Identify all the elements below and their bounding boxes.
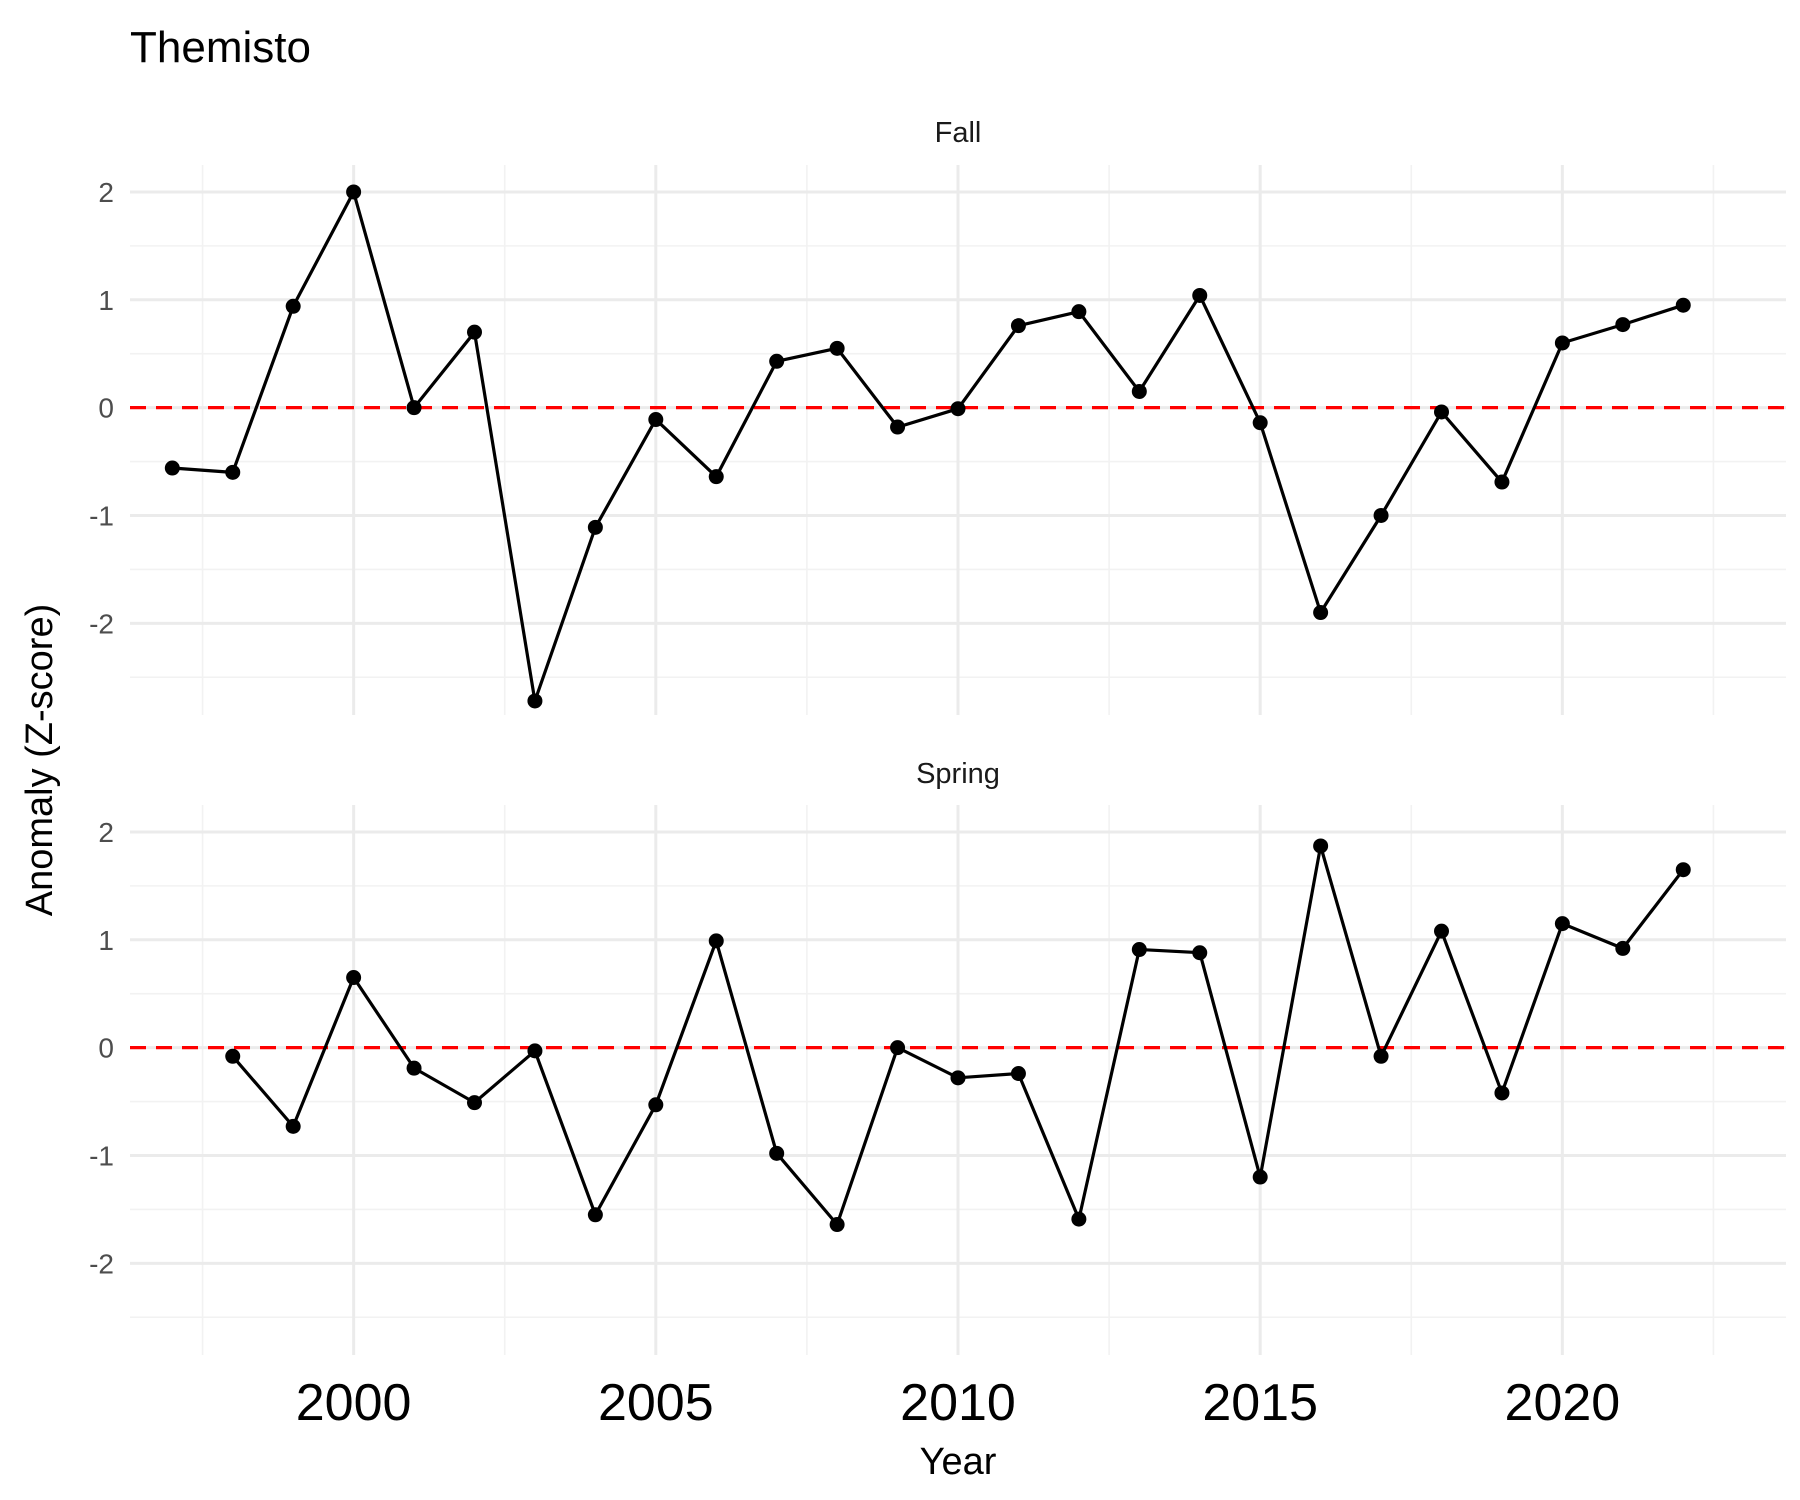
data-point — [829, 340, 845, 356]
data-point — [285, 1118, 301, 1134]
panel-fall: -2 -1 0 1 2 Fall — [89, 117, 1786, 715]
data-point — [708, 933, 724, 949]
y-tick-label: -2 — [89, 1248, 114, 1279]
data-point — [527, 693, 543, 709]
data-point — [769, 353, 785, 369]
data-point — [1615, 940, 1631, 956]
data-point — [1313, 838, 1329, 854]
data-point — [1192, 945, 1208, 961]
data-point — [1313, 605, 1329, 621]
chart-title: Themisto — [130, 23, 311, 72]
data-point — [406, 1060, 422, 1076]
y-tick-label: 2 — [98, 177, 114, 208]
panel-spring: -2 -1 0 1 2 Spring — [89, 758, 1786, 1355]
data-point — [587, 519, 603, 535]
data-point — [1131, 942, 1147, 958]
data-point — [406, 400, 422, 416]
data-point — [950, 401, 966, 417]
facet-strip-label: Fall — [935, 117, 982, 149]
data-point — [587, 1207, 603, 1223]
data-point — [1071, 304, 1087, 320]
x-axis-tick-labels: 2000 2005 2010 2015 2020 — [296, 1374, 1620, 1432]
y-axis-label: Anomaly (Z-score) — [19, 604, 61, 917]
data-point — [708, 469, 724, 485]
data-point — [1373, 507, 1389, 523]
y-tick-label: 2 — [98, 817, 114, 848]
data-point — [890, 1040, 906, 1056]
y-tick-label: -1 — [89, 1140, 114, 1171]
data-point — [1615, 317, 1631, 333]
data-point — [164, 460, 180, 476]
y-tick-label: 1 — [98, 925, 114, 956]
facet-strip-label: Spring — [916, 758, 1000, 790]
data-point — [1554, 916, 1570, 932]
data-point — [1192, 287, 1208, 303]
data-point — [890, 419, 906, 435]
data-point — [1131, 383, 1147, 399]
data-point — [1373, 1048, 1389, 1064]
data-point — [1434, 404, 1450, 420]
x-axis-label: Year — [920, 1441, 997, 1483]
series-line — [172, 187, 1684, 702]
data-point — [1252, 415, 1268, 431]
data-point — [466, 1095, 482, 1111]
data-point — [769, 1145, 785, 1161]
data-point — [829, 1217, 845, 1233]
data-point — [1010, 318, 1026, 334]
data-point — [648, 412, 664, 428]
x-tick-label: 2015 — [1202, 1374, 1318, 1432]
data-point — [346, 970, 362, 986]
data-point — [1554, 335, 1570, 351]
x-tick-label: 2000 — [296, 1374, 412, 1432]
y-tick-label: 0 — [98, 393, 114, 424]
y-tick-label: -1 — [89, 500, 114, 531]
data-point — [346, 184, 362, 200]
data-point — [466, 324, 482, 340]
data-point — [1010, 1066, 1026, 1082]
x-tick-label: 2005 — [598, 1374, 714, 1432]
data-point — [1071, 1211, 1087, 1227]
data-point — [1675, 862, 1691, 878]
x-tick-label: 2020 — [1505, 1374, 1621, 1432]
data-point — [1494, 474, 1510, 490]
data-point — [1252, 1169, 1268, 1185]
data-point — [225, 1048, 241, 1064]
y-tick-label: -2 — [89, 608, 114, 639]
data-point — [285, 298, 301, 314]
data-point — [527, 1043, 543, 1059]
y-tick-label: 1 — [98, 285, 114, 316]
data-point — [1434, 923, 1450, 939]
x-tick-label: 2010 — [900, 1374, 1016, 1432]
data-point — [225, 464, 241, 480]
data-point — [1675, 297, 1691, 313]
facet-panels: -2 -1 0 1 2 Fall -2 -1 0 1 2 Spring — [89, 117, 1786, 1355]
data-point — [1494, 1085, 1510, 1101]
data-point — [950, 1070, 966, 1086]
data-point — [648, 1097, 664, 1113]
y-tick-label: 0 — [98, 1033, 114, 1064]
